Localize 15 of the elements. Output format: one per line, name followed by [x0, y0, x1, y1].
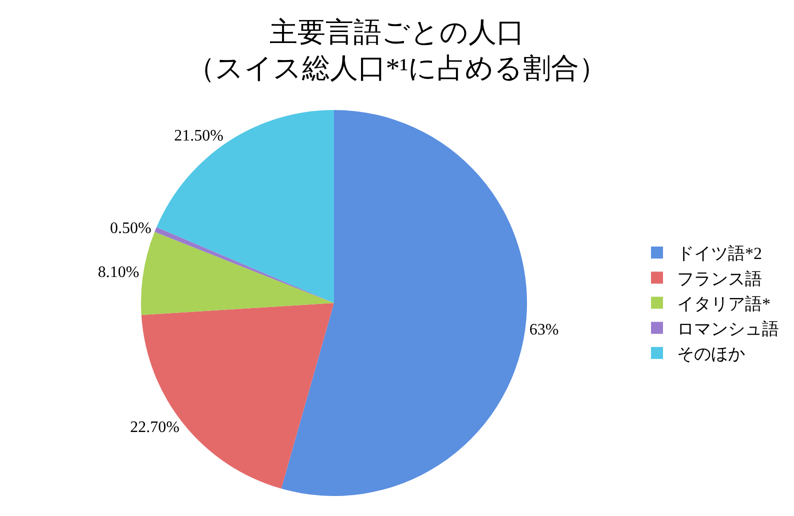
legend-label: イタリア語* — [677, 294, 770, 314]
data-label: 0.50% — [110, 220, 152, 237]
legend-label: ロマンシュ語 — [677, 319, 779, 338]
data-label: 63% — [529, 321, 559, 338]
legend-label: ドイツ語*2 — [677, 244, 762, 264]
data-label: 21.50% — [174, 127, 224, 144]
chart-subtitle: （スイス総人口*¹に占める割合） — [186, 54, 608, 85]
pie-slice — [156, 110, 334, 303]
data-label: 8.10% — [98, 264, 140, 282]
pie-slice — [141, 232, 334, 316]
legend-label: フランス語 — [677, 269, 762, 288]
pie-slice — [281, 110, 527, 496]
data-label: 22.70% — [130, 418, 180, 436]
legend-label: そのほか — [677, 344, 745, 364]
chart-title: 主要言語ごとの人口 — [270, 17, 524, 48]
